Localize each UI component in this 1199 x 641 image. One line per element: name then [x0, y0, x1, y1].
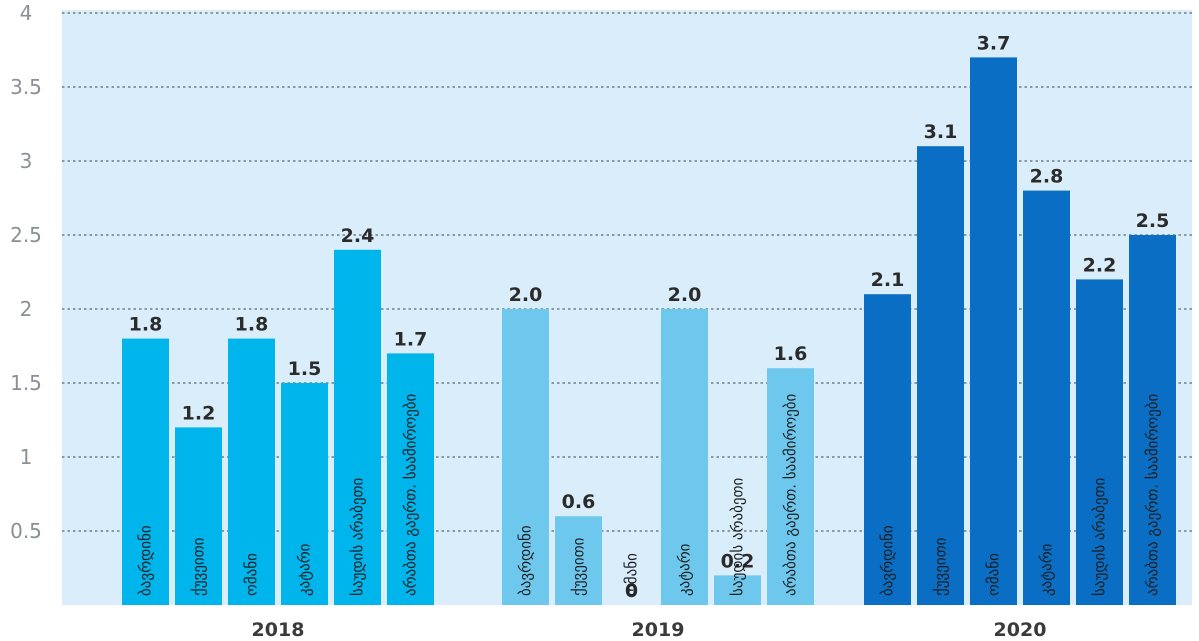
y-tick-label: 4	[20, 1, 33, 25]
bar	[122, 338, 169, 605]
y-tick-label: 0.5	[10, 519, 42, 543]
category-label: საუდის არაბეთი	[349, 478, 367, 596]
value-label: 1.8	[235, 314, 269, 336]
bar	[1076, 279, 1123, 605]
bar	[1023, 190, 1070, 605]
bar	[714, 575, 761, 605]
category-label: ბავრდინი	[137, 525, 155, 596]
bar	[767, 368, 814, 605]
bar	[334, 249, 381, 606]
category-label: საუდის არაბეთი	[729, 478, 747, 596]
bar	[661, 309, 708, 605]
y-tick-label: 3.5	[10, 75, 42, 99]
y-tick-label: 2.5	[10, 223, 42, 247]
category-label: ქუვეითი	[932, 537, 950, 596]
group-label: 2020	[994, 619, 1047, 641]
bar	[175, 427, 222, 605]
group-label: 2018	[252, 619, 305, 641]
category-label: არაბთა გაერთ. საამიროები	[782, 393, 800, 596]
bar	[864, 294, 911, 605]
category-label: არაბთა გაერთ. საამიროები	[1144, 393, 1162, 596]
value-label: 3.7	[977, 32, 1011, 54]
value-label: 0.2	[721, 550, 755, 572]
value-label: 0	[625, 580, 638, 602]
group-label: 2019	[632, 619, 685, 641]
value-label: 2.0	[509, 284, 543, 306]
y-tick-label: 3	[20, 149, 33, 173]
category-label: კატარი	[676, 543, 694, 596]
value-label: 2.1	[871, 269, 905, 291]
bar	[387, 353, 434, 605]
bar	[281, 383, 328, 605]
category-label: ქუვეითი	[570, 537, 588, 596]
bar	[1129, 235, 1176, 605]
category-label: ბავრდინი	[879, 525, 897, 596]
bar	[970, 57, 1017, 605]
category-label: კატარი	[1038, 543, 1056, 596]
category-label: ომანი	[985, 553, 1003, 596]
y-tick-label: 2	[20, 297, 33, 321]
value-label: 1.2	[182, 402, 216, 424]
category-label: კატარი	[296, 543, 314, 596]
bar	[502, 309, 549, 605]
category-label: ომანი	[243, 553, 261, 596]
bar	[555, 516, 602, 605]
value-label: 3.1	[924, 121, 958, 143]
category-label: ქუვეითი	[190, 537, 208, 596]
value-label: 2.8	[1030, 166, 1064, 188]
value-label: 2.5	[1136, 210, 1170, 232]
y-tick-label: 1.5	[10, 371, 42, 395]
category-label: ბავრდინი	[517, 525, 535, 596]
bar	[228, 338, 275, 605]
bar	[917, 146, 964, 605]
y-tick-label: 1	[20, 445, 33, 469]
category-label: არაბთა გაერთ. საამიროები	[402, 393, 420, 596]
value-label: 1.7	[394, 328, 428, 350]
value-label: 2.4	[341, 225, 375, 247]
value-label: 1.6	[774, 343, 808, 365]
value-label: 2.2	[1083, 254, 1117, 276]
value-label: 1.5	[288, 358, 322, 380]
category-label: ომანი	[623, 553, 641, 596]
value-label: 1.8	[129, 314, 163, 336]
value-label: 0.6	[562, 491, 596, 513]
category-label: საუდის არაბეთი	[1091, 478, 1109, 596]
value-label: 2.0	[668, 284, 702, 306]
